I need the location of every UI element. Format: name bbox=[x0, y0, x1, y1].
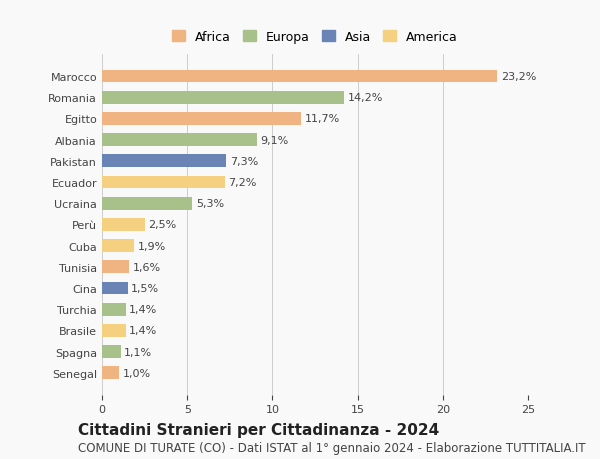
Bar bbox=[102, 346, 121, 358]
Legend: Africa, Europa, Asia, America: Africa, Europa, Asia, America bbox=[169, 28, 461, 48]
Bar bbox=[102, 218, 145, 231]
Text: 1,6%: 1,6% bbox=[133, 262, 161, 272]
Text: 1,5%: 1,5% bbox=[131, 283, 159, 293]
Text: 1,4%: 1,4% bbox=[129, 304, 158, 314]
Text: 14,2%: 14,2% bbox=[347, 93, 383, 103]
Bar bbox=[102, 92, 344, 104]
Text: COMUNE DI TURATE (CO) - Dati ISTAT al 1° gennaio 2024 - Elaborazione TUTTITALIA.: COMUNE DI TURATE (CO) - Dati ISTAT al 1°… bbox=[78, 441, 586, 453]
Text: 1,0%: 1,0% bbox=[122, 368, 151, 378]
Bar bbox=[102, 261, 129, 274]
Bar bbox=[102, 176, 224, 189]
Text: 1,1%: 1,1% bbox=[124, 347, 152, 357]
Bar bbox=[102, 240, 134, 252]
Text: 2,5%: 2,5% bbox=[148, 220, 176, 230]
Bar bbox=[102, 282, 128, 295]
Bar bbox=[102, 303, 126, 316]
Bar bbox=[102, 134, 257, 147]
Bar bbox=[102, 367, 119, 379]
Text: 9,1%: 9,1% bbox=[260, 135, 289, 146]
Bar bbox=[102, 71, 497, 83]
Bar bbox=[102, 113, 301, 125]
Bar bbox=[102, 325, 126, 337]
Text: 1,9%: 1,9% bbox=[138, 241, 166, 251]
Text: 1,4%: 1,4% bbox=[129, 326, 158, 336]
Text: 11,7%: 11,7% bbox=[305, 114, 340, 124]
Text: 5,3%: 5,3% bbox=[196, 199, 224, 209]
Text: 7,3%: 7,3% bbox=[230, 157, 258, 167]
Bar bbox=[102, 197, 193, 210]
Text: Cittadini Stranieri per Cittadinanza - 2024: Cittadini Stranieri per Cittadinanza - 2… bbox=[78, 422, 439, 437]
Text: 7,2%: 7,2% bbox=[228, 178, 256, 188]
Text: 23,2%: 23,2% bbox=[501, 72, 536, 82]
Bar bbox=[102, 155, 226, 168]
